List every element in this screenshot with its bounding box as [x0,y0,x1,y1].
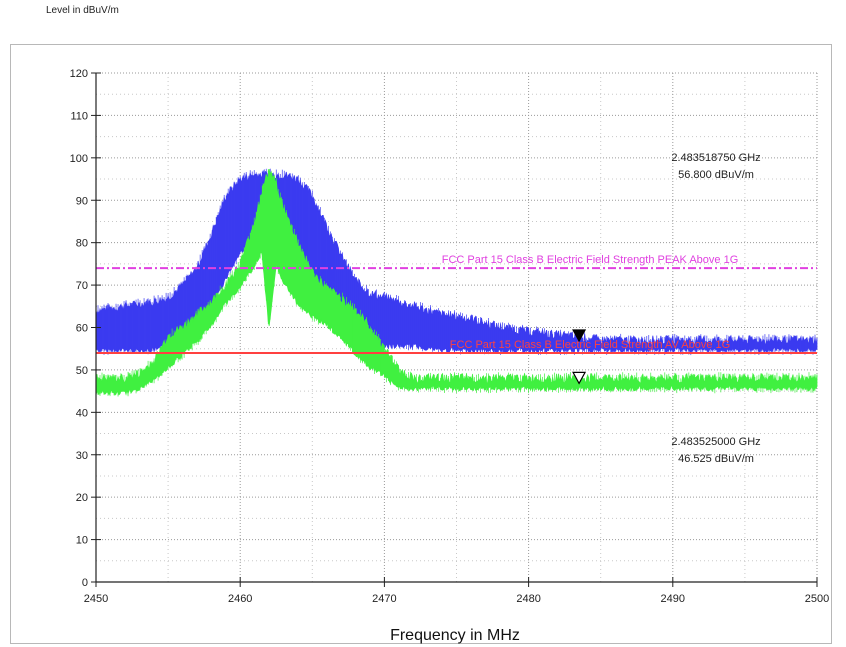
limit-label: FCC Part 15 Class B Electric Field Stren… [450,339,730,351]
y-axis-label: Level in dBuV/m [46,5,119,16]
chart-frame [10,44,832,644]
y-tick-label: 0 [82,577,88,589]
marker-level: 56.800 dBuV/m [678,169,754,181]
x-tick-label: 2470 [372,593,396,605]
y-tick-label: 120 [70,68,88,80]
traces [95,168,818,397]
x-tick-label: 2500 [805,593,829,605]
y-tick-label: 100 [70,153,88,165]
grid-lines [96,72,818,582]
marker-frequency: 2.483518750 GHz [671,152,760,164]
limit-lines: FCC Part 15 Class B Electric Field Stren… [96,254,817,354]
trace-2 [95,169,818,397]
y-tick-label: 40 [76,407,88,419]
y-tick-label: 10 [76,535,88,547]
y-tick-label: 20 [76,492,88,504]
y-tick-label: 70 [76,280,88,292]
y-tick-label: 50 [76,365,88,377]
marker-level: 46.525 dBuV/m [678,453,754,465]
y-tick-label: 80 [76,238,88,250]
limit-label: FCC Part 15 Class B Electric Field Stren… [442,254,739,266]
x-tick-label: 2480 [516,593,540,605]
x-tick-label: 2450 [84,593,108,605]
marker-frequency: 2.483525000 GHz [671,436,760,448]
x-tick-label: 2490 [661,593,685,605]
y-tick-label: 60 [76,323,88,335]
x-axis-label: Frequency in MHz [390,627,520,644]
marker-triangle [572,329,587,343]
y-tick-label: 30 [76,450,88,462]
y-tick-label: 90 [76,195,88,207]
marker-triangle [572,371,587,385]
y-tick-label: 110 [70,110,88,122]
x-tick-label: 2460 [228,593,252,605]
markers: 2.483518750 GHz 56.800 dBuV/m 2.483525000 … [572,152,761,465]
tick-labels: 0 10 20 30 40 50 60 70 80 90 100 110 120 2450 2460 2470… [70,68,830,605]
